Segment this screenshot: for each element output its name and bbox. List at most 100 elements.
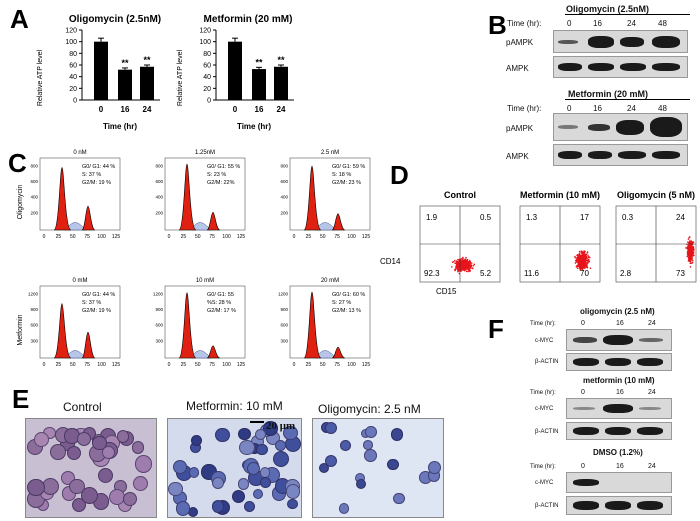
cell xyxy=(211,499,225,513)
histogram-5-g2m-text: G2/M: 17 % xyxy=(207,308,236,314)
histogram-2-g2-peak xyxy=(206,212,221,231)
histogram-5-g1-text: G0/ G1: 55 xyxy=(207,292,234,298)
cell xyxy=(427,460,441,474)
svg-text:400: 400 xyxy=(280,195,288,200)
chart-a1-bar-0 xyxy=(94,41,108,100)
svg-text:300: 300 xyxy=(155,338,163,343)
svg-text:75: 75 xyxy=(334,362,340,368)
cell xyxy=(255,429,267,441)
histogram-6-g1-peak xyxy=(303,291,322,359)
panel-c-label: C xyxy=(8,148,27,178)
flow-plot-1: Control 1.9 0.5 92.3 5.2 xyxy=(419,190,501,283)
histogram-1-s-text: S: 37 % xyxy=(82,172,101,178)
chart-a2-sig-16: ** xyxy=(255,57,263,67)
histogram-2-g1-peak xyxy=(178,163,197,231)
cell xyxy=(386,458,399,471)
svg-text:600: 600 xyxy=(280,323,288,328)
blot-f2-time-24: 24 xyxy=(648,389,656,396)
cell xyxy=(356,478,367,489)
chart-a1-ytick-80: 80 xyxy=(69,51,77,58)
cell xyxy=(253,488,264,499)
chart-a2-bar-0 xyxy=(228,41,242,100)
panel-d-label: D xyxy=(390,160,409,190)
histogram-4-g2m-text: G2/M: 19 % xyxy=(82,308,111,314)
blot-f1-title: oligomycin (2.5 nM) xyxy=(580,307,655,316)
blot-f1-row-cmyc: c-MYC xyxy=(535,338,554,344)
cell xyxy=(102,445,116,459)
chart-a2-xtick-0: 0 xyxy=(233,105,238,114)
histogram-1-g1-peak xyxy=(53,167,72,231)
blot-b1-ampk xyxy=(553,56,688,78)
svg-text:25: 25 xyxy=(181,362,187,368)
svg-text:125: 125 xyxy=(362,362,371,368)
histogram-2-g1-text: G0/ G1: 55 % xyxy=(207,164,240,170)
micrograph-control xyxy=(25,418,157,518)
svg-text:300: 300 xyxy=(280,338,288,343)
flow-plot-1-q-lr: 5.2 xyxy=(480,269,492,278)
blot-f3-time-16: 16 xyxy=(616,463,624,470)
panel-d-xlabel: CD15 xyxy=(436,287,457,296)
svg-text:200: 200 xyxy=(155,210,163,215)
chart-a2-ytick-40: 40 xyxy=(203,74,211,81)
scale-bar-label: 20 μm xyxy=(266,420,296,432)
svg-text:1200: 1200 xyxy=(278,291,289,296)
chart-a2-ylabel: Relative ATP level xyxy=(177,49,184,106)
cell xyxy=(255,443,268,456)
svg-text:100: 100 xyxy=(97,362,106,368)
svg-text:75: 75 xyxy=(209,362,215,368)
svg-text:800: 800 xyxy=(30,163,38,168)
cell xyxy=(188,467,200,478)
svg-text:0: 0 xyxy=(43,234,46,240)
chart-a2-xlabel: Time (hr) xyxy=(237,122,271,131)
histogram-3: 2.5 nM 200 400 600 800 0 25 50 75 100 125 G0/ G1: 5… xyxy=(280,150,370,240)
histogram-3-g2-peak xyxy=(331,213,346,231)
histogram-3-s-text: S: 18 % xyxy=(332,172,351,178)
histogram-1: 0 nM 200 400 600 800 0 25 50 75 100 125 G0/ G1: 44 … xyxy=(30,150,120,240)
blot-b1-title: Oligomycin (2.5nM) xyxy=(566,4,650,14)
histogram-1-g2-peak xyxy=(81,205,96,231)
cell xyxy=(49,444,66,461)
blot-f3-time-0: 0 xyxy=(581,463,585,470)
histogram-6-g2-peak xyxy=(331,346,346,359)
blot-b1-underline xyxy=(565,14,690,15)
cell xyxy=(238,427,251,441)
histogram-6-g1-text: G0/ G1: 60 % xyxy=(332,292,365,298)
svg-text:50: 50 xyxy=(195,234,201,240)
histogram-4-s-text: S: 37 % xyxy=(82,300,101,306)
cell xyxy=(131,441,145,454)
blot-f2-actin xyxy=(566,422,672,440)
cell xyxy=(390,427,404,441)
svg-text:100: 100 xyxy=(222,234,231,240)
blot-b2-time-48: 48 xyxy=(658,104,667,113)
blot-b1-time-24: 24 xyxy=(627,19,636,28)
svg-text:100: 100 xyxy=(347,362,356,368)
blot-f2-cmyc xyxy=(566,398,672,419)
svg-text:25: 25 xyxy=(56,362,62,368)
chart-a2-xtick-24: 24 xyxy=(277,105,286,114)
svg-text:100: 100 xyxy=(347,234,356,240)
blot-b2-pampk xyxy=(553,113,688,141)
cell xyxy=(340,440,351,452)
cell xyxy=(27,478,45,497)
cell xyxy=(365,425,378,438)
chart-a1-bar-16 xyxy=(118,69,132,100)
cell xyxy=(239,439,256,456)
svg-text:900: 900 xyxy=(280,307,288,312)
svg-text:25: 25 xyxy=(306,362,312,368)
panel-c-row-label-1: Oligomycin xyxy=(17,185,24,220)
blot-f1-actin xyxy=(566,353,672,371)
cell xyxy=(211,477,224,490)
blot-f3-actin xyxy=(566,496,672,515)
blot-b2-title: Metformin (20 mM) xyxy=(568,89,649,99)
blot-f3-cmyc xyxy=(566,472,672,493)
flow-plot-2-events xyxy=(574,250,592,271)
cell xyxy=(325,454,338,467)
flow-plot-3-events xyxy=(685,236,695,268)
chart-a1-ytick-0: 0 xyxy=(73,98,77,105)
histogram-6-g2m-text: G2/M: 13 % xyxy=(332,308,361,314)
svg-text:50: 50 xyxy=(195,362,201,368)
blot-f3-title: DMSO (1.2%) xyxy=(593,448,643,457)
histogram-4-g1-peak xyxy=(53,303,72,359)
svg-text:0: 0 xyxy=(168,362,171,368)
cell xyxy=(338,503,350,515)
